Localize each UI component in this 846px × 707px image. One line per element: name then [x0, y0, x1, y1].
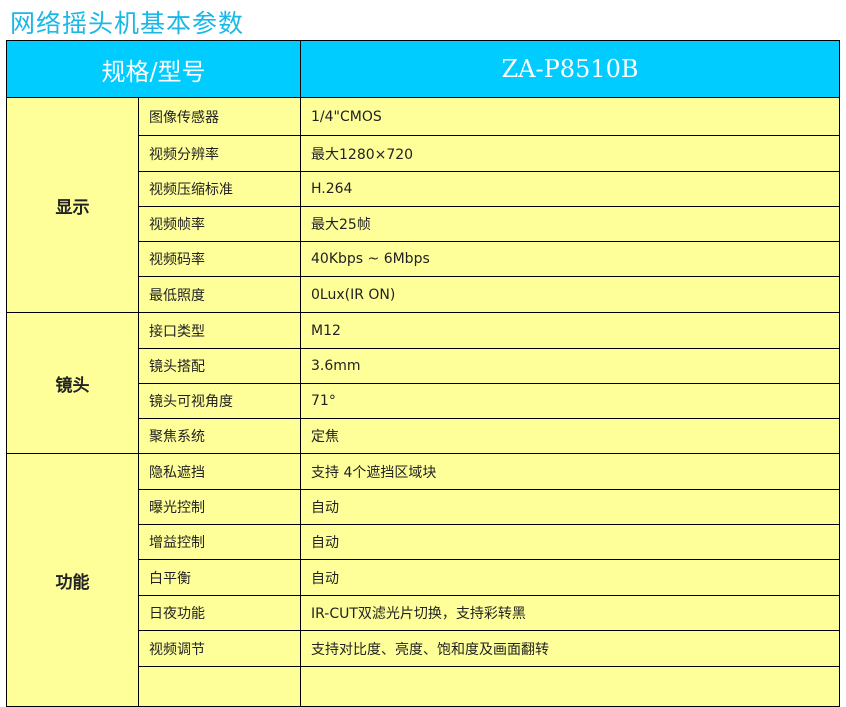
param-value: 0Lux(IR ON)	[300, 276, 840, 313]
spec-header: 规格/型号	[6, 40, 301, 98]
table-row: 视频调节 支持对比度、亮度、饱和度及画面翻转	[7, 630, 840, 667]
table-row: 镜头 接口类型 M12	[6, 312, 840, 454]
param-value: 支持 4个遮挡区域块	[300, 453, 840, 490]
param-label: 镜头可视角度	[138, 383, 301, 419]
param-label: 视频压缩标准	[138, 171, 301, 207]
param-value: 自动	[300, 489, 840, 525]
param-value: 3.6mm	[300, 348, 840, 384]
param-value	[300, 666, 840, 707]
table-row: 曝光控制 自动	[7, 489, 840, 525]
param-label: 图像传感器	[138, 97, 301, 136]
table-row: 镜头搭配 3.6mm	[7, 348, 840, 384]
param-label: 最低照度	[138, 276, 301, 313]
table-row: 镜头可视角度 71°	[7, 383, 840, 419]
table-row: 聚焦系统 定焦	[7, 418, 840, 454]
param-value: 最大25帧	[300, 206, 840, 242]
param-label: 隐私遮挡	[138, 453, 301, 490]
table-row: 功能 隐私遮挡 支持 4个遮挡区域块	[6, 453, 840, 707]
param-label: 视频调节	[138, 630, 301, 667]
table-row: 显示 图像传感器 1/4"CMOS	[6, 97, 840, 313]
table-row: 日夜功能 IR-CUT双滤光片切换，支持彩转黑	[7, 595, 840, 631]
param-label: 视频帧率	[138, 206, 301, 242]
model-header: ZA-P8510B	[300, 40, 840, 98]
param-label: 日夜功能	[138, 595, 301, 631]
table-row: 最低照度 0Lux(IR ON)	[7, 276, 840, 313]
spec-table: 规格/型号 ZA-P8510B 显示 图像传感器 1/4"CMOS 视频分辨率 最大12…	[6, 40, 840, 707]
param-value: 支持对比度、亮度、饱和度及画面翻转	[300, 630, 840, 667]
param-label: 镜头搭配	[138, 348, 301, 384]
param-value: 71°	[300, 383, 840, 419]
param-label: 白平衡	[138, 559, 301, 596]
table-row: 视频帧率 最大25帧	[7, 206, 840, 242]
group-label: 功能	[6, 453, 139, 707]
param-label: 接口类型	[138, 312, 301, 349]
param-label: 聚焦系统	[138, 418, 301, 454]
param-value: 最大1280×720	[300, 135, 840, 172]
param-value: 自动	[300, 559, 840, 596]
group-label: 显示	[6, 97, 139, 313]
param-label: 视频分辨率	[138, 135, 301, 172]
table-header-row: 规格/型号 ZA-P8510B	[6, 40, 840, 98]
param-value: 自动	[300, 524, 840, 560]
page-title: 网络摇头机基本参数	[10, 9, 245, 38]
table-row: 白平衡 自动	[7, 559, 840, 596]
param-value: M12	[300, 312, 840, 349]
param-value: 1/4"CMOS	[300, 97, 840, 136]
param-label: 增益控制	[138, 524, 301, 560]
param-label: 视频码率	[138, 241, 301, 277]
param-value: 定焦	[300, 418, 840, 454]
table-row: 增益控制 自动	[7, 524, 840, 560]
param-label: 曝光控制	[138, 489, 301, 525]
param-value: 40Kbps ~ 6Mbps	[300, 241, 840, 277]
table-row: 视频分辨率 最大1280×720	[7, 135, 840, 172]
param-value: IR-CUT双滤光片切换，支持彩转黑	[300, 595, 840, 631]
param-label	[138, 666, 301, 707]
group-label: 镜头	[6, 312, 139, 454]
table-row: 视频码率 40Kbps ~ 6Mbps	[7, 241, 840, 277]
param-value: H.264	[300, 171, 840, 207]
table-row: 视频压缩标准 H.264	[7, 171, 840, 207]
